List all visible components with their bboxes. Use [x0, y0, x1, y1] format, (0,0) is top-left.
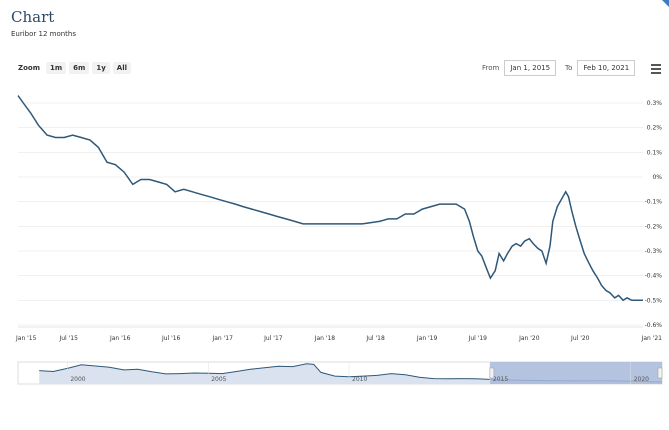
y-tick-label: 0%	[652, 174, 662, 181]
x-tick-label: Jul '17	[263, 335, 283, 342]
zoom-all-button[interactable]: All	[112, 62, 131, 74]
zoom-1y-button[interactable]: 1y	[92, 62, 110, 74]
navigator-label: 2020	[634, 376, 649, 383]
x-axis-ticks: Jan '15 Jul '15 Jan '16 Jul '16 Jan '17 Jul '…	[15, 326, 663, 342]
range-from-label: From	[482, 64, 500, 72]
x-tick-label: Jul '18	[365, 335, 385, 342]
navigator-labels: 2000 2005 2010 2015 2020	[67, 362, 649, 384]
y-axis-ticks: 0.3% 0.2% 0.1% 0% -0.1% -0.2% -0.3% -0.4% -0.5% -…	[645, 100, 663, 329]
x-tick-label: Jan '16	[109, 335, 131, 342]
x-tick-label: Jan '15	[15, 335, 37, 342]
x-tick-label: Jul '19	[468, 335, 488, 342]
range-to-input[interactable]: Feb 10, 2021	[577, 60, 636, 76]
y-tick-label: -0.5%	[645, 297, 663, 304]
corner-accent	[662, 0, 669, 7]
navigator-handle-left	[489, 367, 495, 379]
range-from-input[interactable]: Jan 1, 2015	[504, 60, 557, 76]
x-tick-label: Jan '18	[314, 335, 336, 342]
zoom-6m-button[interactable]: 6m	[69, 62, 90, 74]
navigator: 2000 2005 2010 2015 2020	[17, 361, 663, 385]
x-tick-label: Jul '20	[570, 335, 590, 342]
navigator-label: 2015	[493, 376, 508, 383]
y-tick-label: 0.1%	[647, 149, 663, 156]
x-tick-label: Jul '16	[161, 335, 181, 342]
y-tick-label: -0.2%	[645, 223, 663, 230]
range-to: To Feb 10, 2021	[565, 60, 636, 76]
y-tick-label: 0.3%	[647, 100, 663, 107]
navigator-area	[39, 363, 662, 384]
y-tick-label: -0.4%	[645, 273, 663, 280]
navigator-selection[interactable]	[489, 362, 662, 384]
navigator-label: 2010	[352, 376, 367, 383]
navigator-label: 2000	[70, 376, 85, 383]
navigator-handle-right	[657, 367, 663, 379]
x-tick-label: Jul '15	[58, 335, 78, 342]
chart-title: Chart	[11, 8, 55, 26]
x-tick-label: Jan '20	[518, 335, 540, 342]
zoom-toolbar: Zoom 1m 6m 1y All	[18, 61, 134, 75]
range-from: From Jan 1, 2015	[482, 60, 557, 76]
x-tick-label: Jan '19	[416, 335, 438, 342]
x-tick-label: Jan '21	[641, 335, 663, 342]
menu-icon[interactable]	[651, 64, 661, 76]
x-tick-label: Jan '17	[211, 335, 233, 342]
y-tick-label: 0.2%	[647, 125, 663, 132]
navigator-label: 2005	[211, 376, 226, 383]
zoom-label: Zoom	[18, 64, 40, 72]
chart-grid	[18, 102, 643, 326]
y-tick-label: -0.1%	[645, 199, 663, 206]
zoom-1m-button[interactable]: 1m	[46, 62, 67, 74]
series-line	[17, 95, 643, 302]
range-to-label: To	[565, 64, 573, 72]
chart-subtitle: Euribor 12 months	[11, 30, 77, 38]
y-tick-label: -0.6%	[645, 322, 663, 329]
y-tick-label: -0.3%	[645, 248, 663, 255]
